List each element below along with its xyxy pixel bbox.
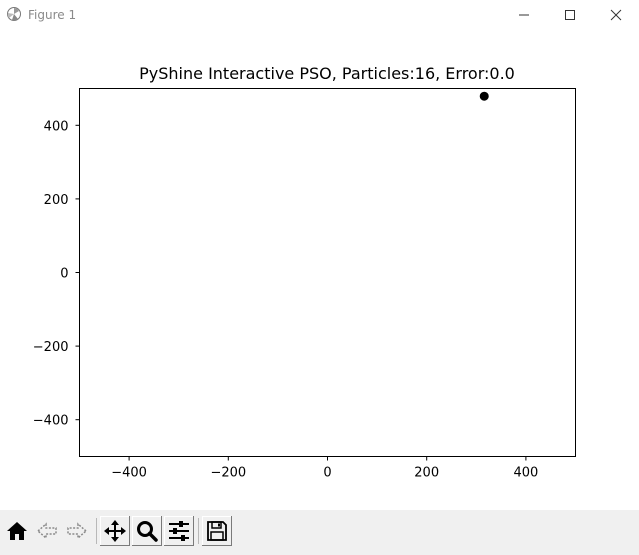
data-points (479, 91, 489, 101)
axes-frame (79, 88, 576, 457)
move-icon (104, 520, 126, 542)
y-tick-label: 0 (60, 267, 68, 282)
minimize-button[interactable] (501, 0, 547, 30)
configure-subplots-button[interactable] (164, 516, 194, 546)
x-tick-label: −400 (111, 466, 147, 481)
x-tick-label: 0 (323, 466, 331, 481)
scatter-plot[interactable]: PyShine Interactive PSO, Particles:16, E… (0, 30, 639, 510)
x-tick-label: −200 (210, 466, 246, 481)
home-button[interactable] (2, 516, 32, 546)
back-button[interactable] (32, 516, 62, 546)
matplotlib-logo-icon (7, 7, 21, 21)
maximize-icon (565, 10, 575, 20)
window-title: Figure 1 (28, 8, 77, 22)
title-bar: Figure 1 (0, 0, 639, 30)
y-tick-label: −200 (33, 340, 69, 355)
forward-button[interactable] (62, 516, 92, 546)
magnifier-icon (137, 521, 158, 542)
pan-button[interactable] (100, 516, 130, 546)
y-axis: −400 −200 0 200 400 (33, 119, 80, 429)
y-tick-label: −400 (33, 414, 69, 429)
close-button[interactable] (593, 0, 639, 30)
forward-arrow-icon (67, 522, 88, 540)
y-tick-label: 400 (44, 119, 69, 134)
chart-title: PyShine Interactive PSO, Particles:16, E… (139, 64, 515, 83)
maximize-button[interactable] (547, 0, 593, 30)
save-button[interactable] (202, 516, 232, 546)
x-tick-label: 400 (513, 466, 538, 481)
y-tick-label: 200 (44, 193, 69, 208)
x-tick-label: 200 (414, 466, 439, 481)
toolbar-separator (96, 518, 97, 544)
close-icon (610, 9, 622, 21)
home-icon (7, 522, 27, 540)
minimize-icon (519, 14, 529, 16)
back-arrow-icon (36, 522, 57, 540)
toolbar-separator (198, 518, 199, 544)
floppy-disk-icon (207, 521, 227, 541)
sliders-icon (169, 521, 189, 541)
navigation-toolbar (0, 510, 639, 555)
particle-point (479, 91, 489, 101)
x-axis: −400 −200 0 200 400 (111, 456, 538, 481)
zoom-button[interactable] (132, 516, 162, 546)
figure-canvas[interactable]: PyShine Interactive PSO, Particles:16, E… (0, 30, 639, 510)
